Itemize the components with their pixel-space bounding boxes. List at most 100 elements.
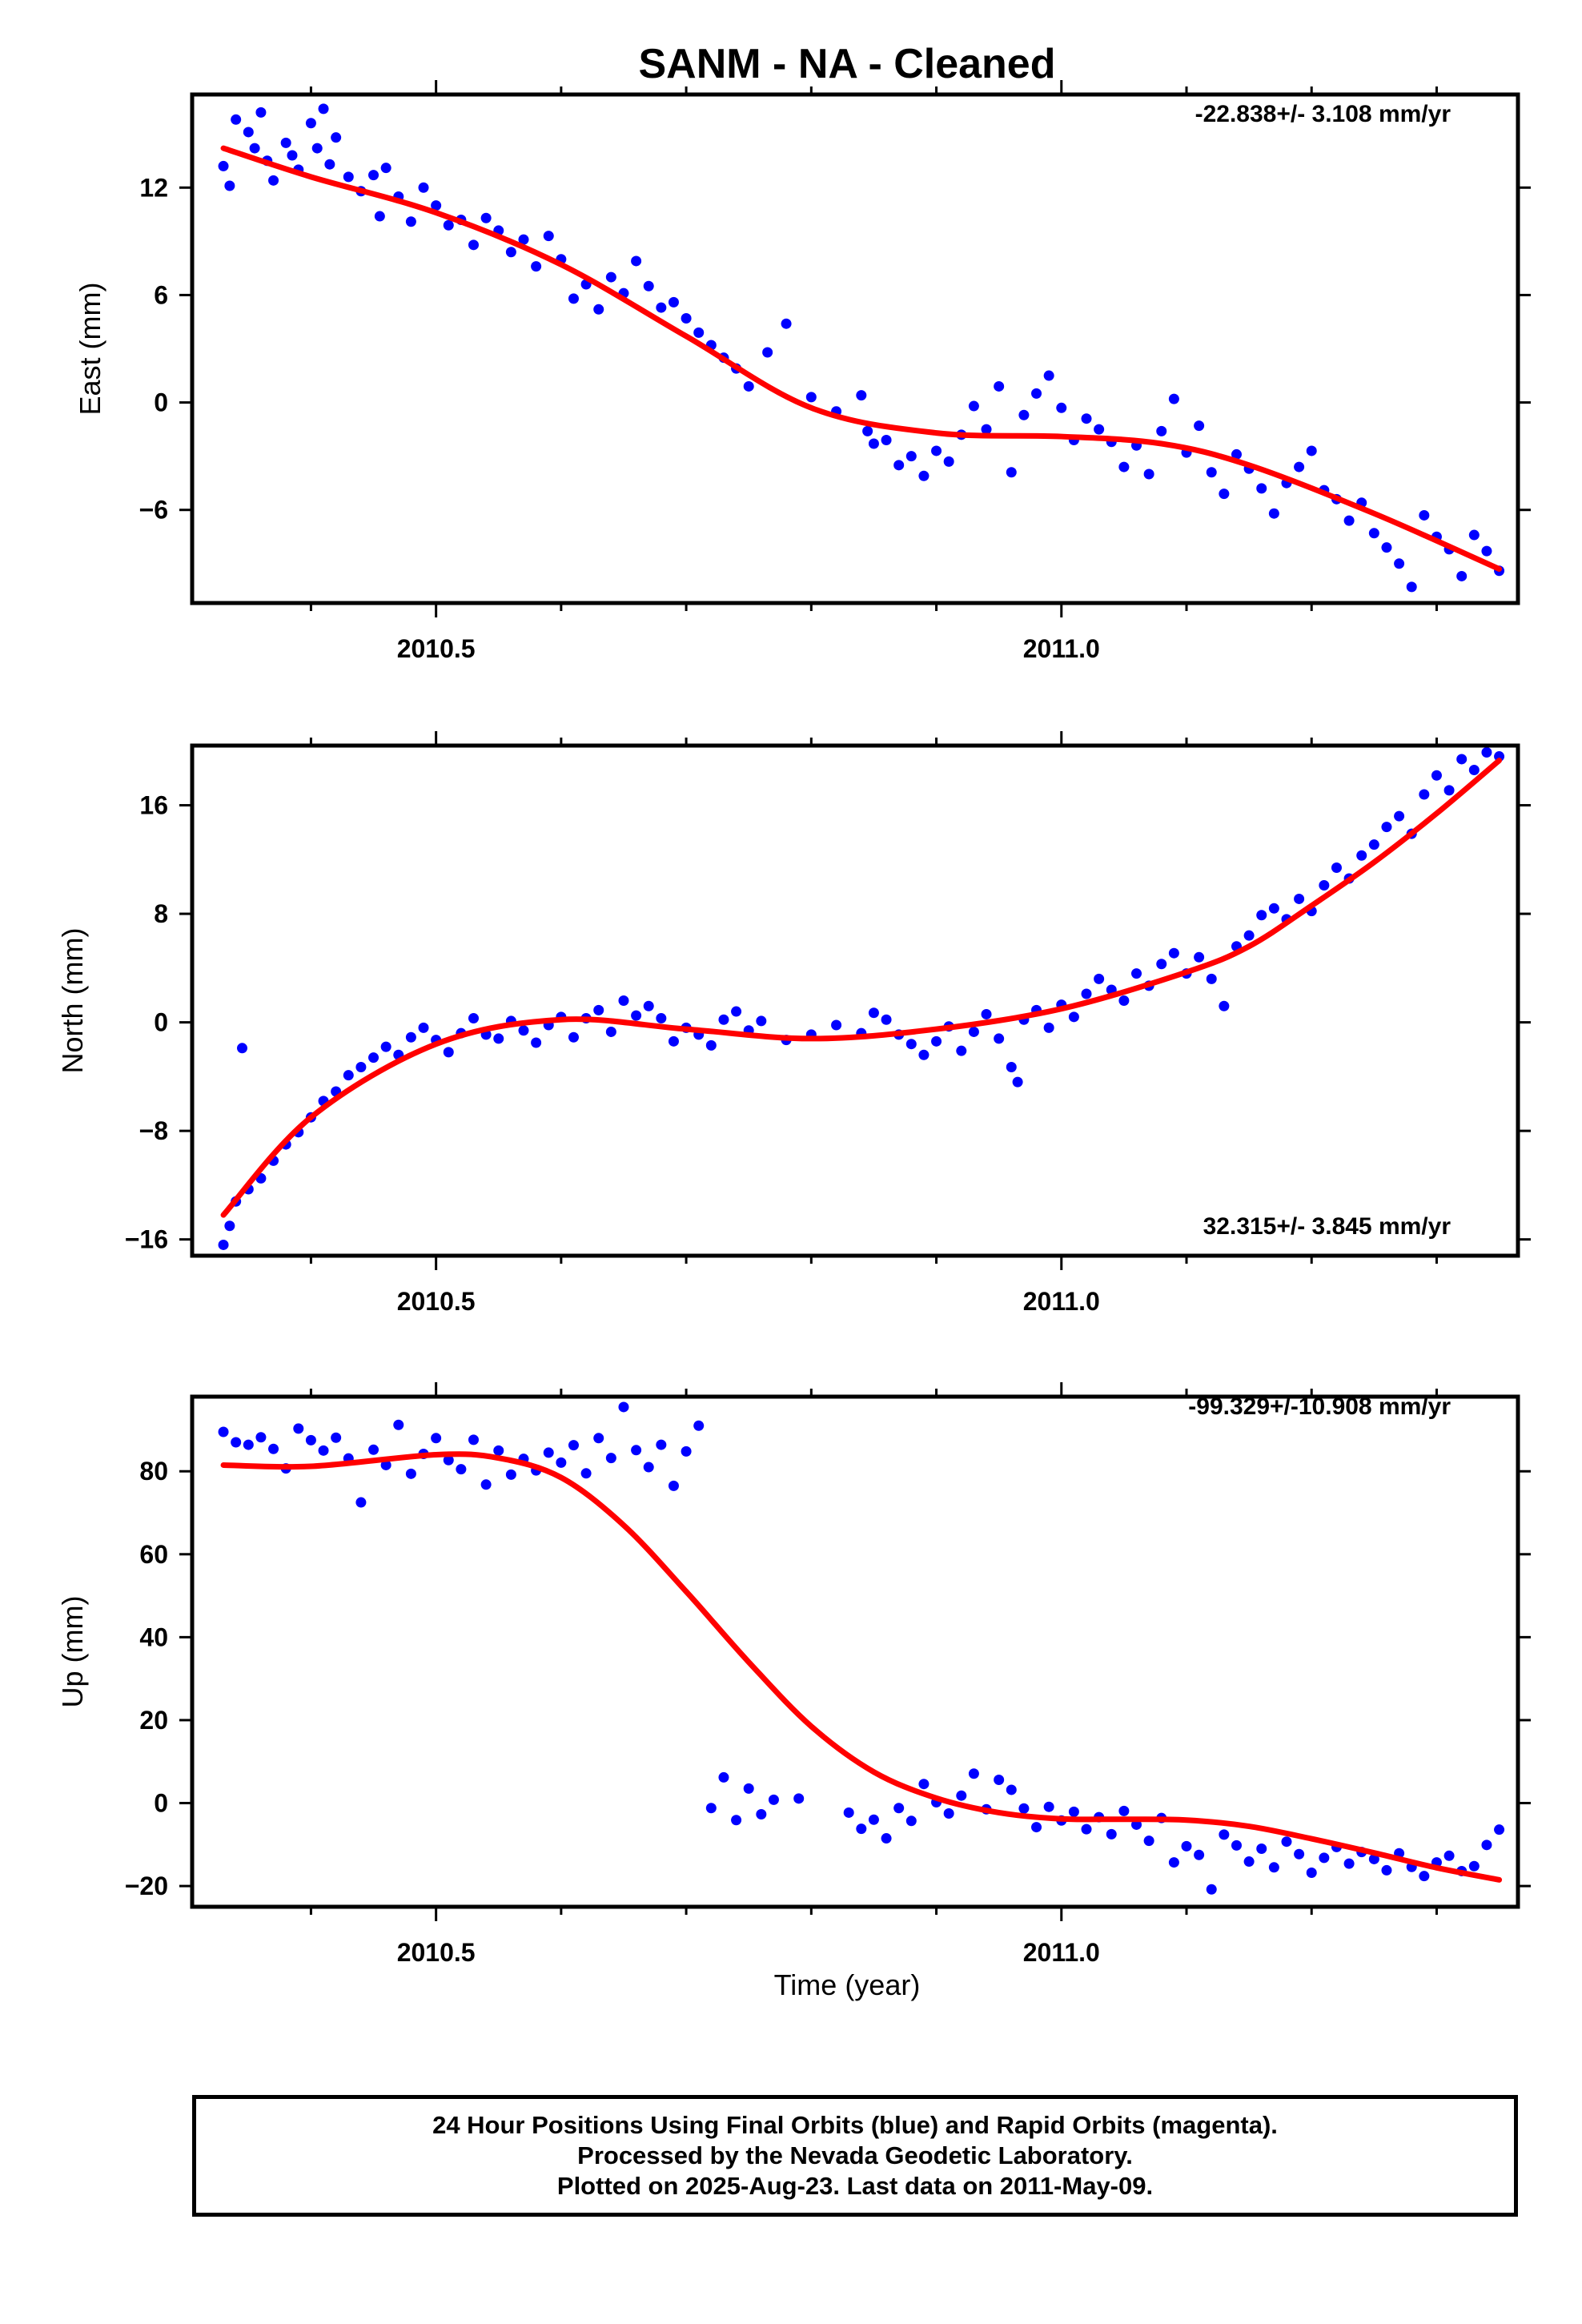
up-data-point <box>218 1426 229 1437</box>
up-data-point <box>731 1815 742 1826</box>
east-data-point <box>981 424 992 435</box>
north-data-point <box>236 1043 247 1054</box>
east-data-point <box>668 296 679 308</box>
up-data-point <box>305 1434 316 1445</box>
north-data-point <box>468 1013 480 1024</box>
east-data-point <box>374 211 385 222</box>
east-data-point <box>280 137 291 148</box>
east-data-point <box>518 234 529 245</box>
east-data-point <box>418 182 429 193</box>
north-data-point <box>643 1000 654 1011</box>
chart-title: SANM - NA - Cleaned <box>639 41 1056 87</box>
north-data-point <box>956 1045 967 1056</box>
north-data-point <box>1194 951 1205 963</box>
up-data-point <box>693 1420 705 1431</box>
east-data-point <box>1018 409 1030 420</box>
up-data-point <box>268 1443 279 1454</box>
up-rate-label: -99.329+/-10.908 mm/yr <box>1188 1393 1451 1420</box>
north-data-point <box>568 1031 579 1043</box>
north-data-point <box>931 1035 942 1047</box>
east-data-point <box>643 280 654 292</box>
east-data-point <box>405 216 416 227</box>
north-data-point <box>918 1049 930 1060</box>
up-data-point <box>718 1771 729 1783</box>
north-data-point <box>656 1013 667 1024</box>
up-points <box>218 1401 1505 1895</box>
north-data-point <box>831 1019 842 1031</box>
north-data-point <box>1012 1076 1023 1088</box>
east-axis-label: East (mm) <box>74 283 106 416</box>
up-data-point <box>456 1464 467 1475</box>
north-data-point <box>756 1015 767 1027</box>
north-data-point <box>968 1026 979 1037</box>
east-data-point <box>443 219 454 231</box>
north-data-point <box>1243 930 1255 941</box>
north-data-point <box>218 1239 229 1250</box>
up-data-point <box>1494 1824 1505 1835</box>
east-data-point <box>331 132 342 143</box>
up-data-point <box>1343 1858 1355 1869</box>
up-data-point <box>605 1453 616 1464</box>
up-data-point <box>1194 1849 1205 1860</box>
east-data-point <box>380 163 391 174</box>
east-data-point <box>431 200 442 211</box>
up-data-point <box>255 1432 267 1443</box>
north-data-point <box>1481 746 1492 758</box>
north-data-point <box>981 1008 992 1019</box>
up-frame <box>190 1394 1520 1909</box>
east-data-point <box>681 312 692 324</box>
up-data-point <box>956 1790 967 1801</box>
up-data-point <box>918 1779 930 1790</box>
north-data-point <box>605 1026 616 1037</box>
north-data-point <box>1381 822 1392 833</box>
east-data-point <box>1219 489 1230 500</box>
up-data-point <box>318 1445 329 1456</box>
east-data-point <box>1343 515 1355 526</box>
north-data-point <box>443 1047 454 1058</box>
east-data-point <box>994 380 1005 392</box>
east-data-point <box>324 159 335 170</box>
up-data-point <box>756 1809 767 1820</box>
up-data-point <box>1443 1850 1455 1861</box>
north-data-point <box>1394 810 1405 822</box>
up-data-point <box>368 1444 379 1455</box>
up-data-point <box>293 1423 304 1434</box>
up-data-point <box>1256 1843 1267 1854</box>
east-data-point <box>1368 528 1379 539</box>
east-data-point <box>1394 558 1405 569</box>
up-ytick-label: 20 <box>139 1706 168 1735</box>
up-data-point <box>656 1439 667 1450</box>
up-data-point <box>968 1768 979 1779</box>
north-data-point <box>1219 1000 1230 1011</box>
east-data-point <box>1156 425 1167 436</box>
north-xtick-label: 2011.0 <box>1023 1287 1100 1316</box>
north-points <box>218 746 1505 1250</box>
up-data-point <box>1106 1828 1117 1839</box>
east-data-point <box>868 438 879 449</box>
north-ytick-label: 0 <box>154 1008 168 1037</box>
up-data-point <box>556 1457 567 1468</box>
east-data-point <box>1031 388 1042 399</box>
east-data-point <box>968 400 979 412</box>
footer-box: 24 Hour Positions Using Final Orbits (bl… <box>192 2095 1518 2217</box>
north-data-point <box>493 1033 504 1044</box>
up-data-point <box>1018 1803 1030 1814</box>
north-data-point <box>1156 959 1167 970</box>
north-xtick-label: 2010.5 <box>397 1287 476 1316</box>
footer-line-3: Plotted on 2025-Aug-23. Last data on 201… <box>556 2172 1154 2200</box>
up-data-point <box>793 1793 805 1804</box>
east-data-point <box>543 231 554 242</box>
up-data-point <box>1281 1836 1292 1848</box>
north-data-point <box>1081 988 1092 999</box>
up-data-point <box>355 1497 367 1508</box>
up-data-point <box>1118 1805 1130 1816</box>
north-fit-line <box>220 758 1503 1218</box>
east-data-point <box>224 180 235 191</box>
up-data-point <box>1306 1868 1317 1879</box>
east-data-point <box>1081 413 1092 424</box>
north-data-point <box>705 1039 717 1051</box>
up-data-point <box>1031 1822 1042 1833</box>
east-data-point <box>1256 483 1267 494</box>
up-xtick-label: 2011.0 <box>1023 1938 1100 1967</box>
east-data-point <box>1294 461 1305 472</box>
